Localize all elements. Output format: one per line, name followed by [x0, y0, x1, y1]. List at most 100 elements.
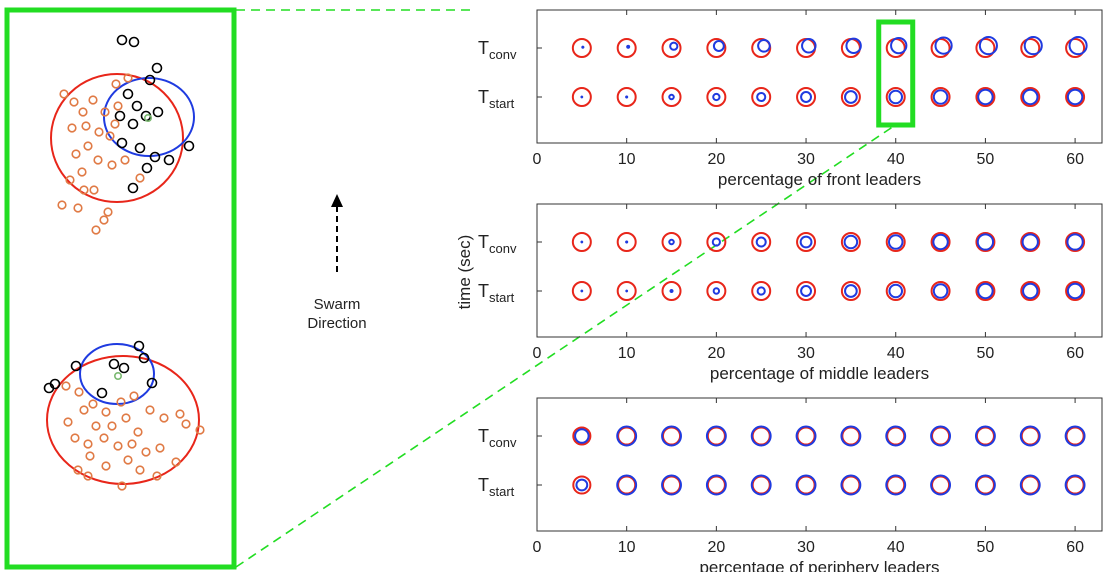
x-axis-label: percentage of periphery leaders: [699, 558, 939, 572]
red-start-marker: [840, 281, 861, 301]
agent-marker: [88, 399, 98, 409]
x-tick-label: 30: [797, 539, 815, 556]
agent-marker: [73, 203, 83, 213]
agent-marker: [63, 417, 73, 427]
blue-start-marker: [580, 289, 584, 293]
blue-start-marker: [932, 283, 949, 299]
agent-marker: [135, 465, 145, 475]
blue-conv-marker: [1068, 36, 1088, 56]
agent-marker: [152, 106, 164, 118]
red-start-marker: [571, 281, 592, 301]
agent-marker: [151, 62, 163, 74]
snapshot-frame: [4, 7, 237, 570]
red-conv-marker: [706, 38, 727, 58]
red-start-marker: [1020, 87, 1041, 107]
agent-marker: [91, 225, 101, 235]
x-tick-label: 50: [977, 345, 995, 362]
agent-marker: [83, 471, 93, 481]
x-tick-label: 10: [618, 345, 636, 362]
blue-start-marker: [750, 474, 772, 496]
red-conv-marker: [796, 38, 817, 58]
blue-start-marker: [977, 282, 994, 300]
red-start-marker: [706, 281, 727, 301]
blue-start-marker: [705, 474, 727, 496]
y-axis-label: time (sec): [455, 235, 474, 310]
row-label-conv: Tconv: [478, 232, 517, 256]
agent-marker: [79, 185, 89, 195]
red-conv-marker: [572, 426, 592, 446]
blue-start-marker: [974, 474, 996, 496]
blue-conv-marker: [574, 428, 590, 444]
agent-marker: [99, 433, 109, 443]
blue-conv-marker: [932, 233, 949, 251]
agent-marker: [127, 439, 137, 449]
agent-marker: [100, 107, 110, 117]
agent-marker: [96, 387, 108, 399]
blue-start-marker: [625, 289, 629, 293]
red-conv-marker: [840, 232, 861, 252]
agent-marker: [78, 107, 88, 117]
red-start-marker: [751, 87, 772, 107]
blue-start-marker: [756, 91, 767, 103]
x-tick-label: 30: [797, 151, 815, 168]
blue-conv-marker: [795, 425, 817, 447]
red-conv-marker: [1065, 232, 1086, 252]
blue-conv-marker: [755, 236, 767, 248]
agent-marker: [93, 155, 103, 165]
agent-marker: [89, 185, 99, 195]
blue-start-marker: [840, 474, 862, 496]
agent-marker: [81, 121, 91, 131]
blue-start-marker: [930, 474, 952, 496]
red-start-marker: [571, 87, 592, 107]
red-start-marker: [885, 87, 906, 107]
agent-marker: [110, 119, 120, 129]
red-start-marker: [661, 281, 682, 301]
panel-2: 0 10 20 30 40 50 60 percentage of middle leader…: [478, 203, 1103, 383]
agent-marker: [127, 118, 139, 130]
agent-marker: [141, 447, 151, 457]
agent-marker: [94, 127, 104, 137]
x-tick-label: 10: [618, 539, 636, 556]
agent-marker: [171, 457, 181, 467]
row-label-main: T: [478, 475, 489, 495]
agent-marker: [111, 79, 121, 89]
agent-marker: [83, 439, 93, 449]
agent-marker: [181, 419, 191, 429]
x-tick-label: 20: [707, 539, 725, 556]
red-conv-marker: [571, 38, 592, 58]
red-start-marker: [1065, 87, 1086, 107]
red-start-marker: [1065, 281, 1086, 301]
red-conv-marker: [840, 38, 861, 58]
blue-conv-marker: [890, 36, 908, 55]
blue-conv-marker: [978, 36, 998, 56]
agent-marker: [77, 167, 87, 177]
red-start-marker: [706, 87, 727, 107]
agent-marker: [128, 36, 140, 48]
blue-start-marker: [669, 288, 674, 294]
agent-marker: [107, 421, 117, 431]
x-tick-label: 40: [887, 151, 905, 168]
x-tick-label: 0: [533, 345, 542, 362]
red-start-marker: [930, 87, 951, 107]
blue-start-marker: [977, 88, 994, 106]
blue-conv-marker: [668, 238, 675, 246]
red-conv-marker: [616, 38, 637, 58]
x-axis-label: percentage of middle leaders: [710, 364, 929, 383]
agent-marker: [59, 89, 69, 99]
red-start-marker: [796, 87, 817, 107]
agent-marker: [116, 397, 126, 407]
agent-marker: [114, 371, 123, 380]
agent-marker: [133, 427, 143, 437]
x-tick-label: 40: [887, 539, 905, 556]
row-label-start: Tstart: [478, 281, 515, 305]
agent-marker: [118, 362, 130, 374]
red-conv-marker: [885, 232, 906, 252]
blue-start-marker: [580, 95, 584, 99]
agent-marker: [163, 154, 175, 166]
red-conv-marker: [796, 232, 817, 252]
blue-conv-marker: [1021, 233, 1039, 251]
agent-marker: [129, 391, 139, 401]
blue-conv-marker: [580, 240, 584, 244]
row-label-conv: Tconv: [478, 426, 517, 450]
agent-marker: [49, 378, 61, 390]
